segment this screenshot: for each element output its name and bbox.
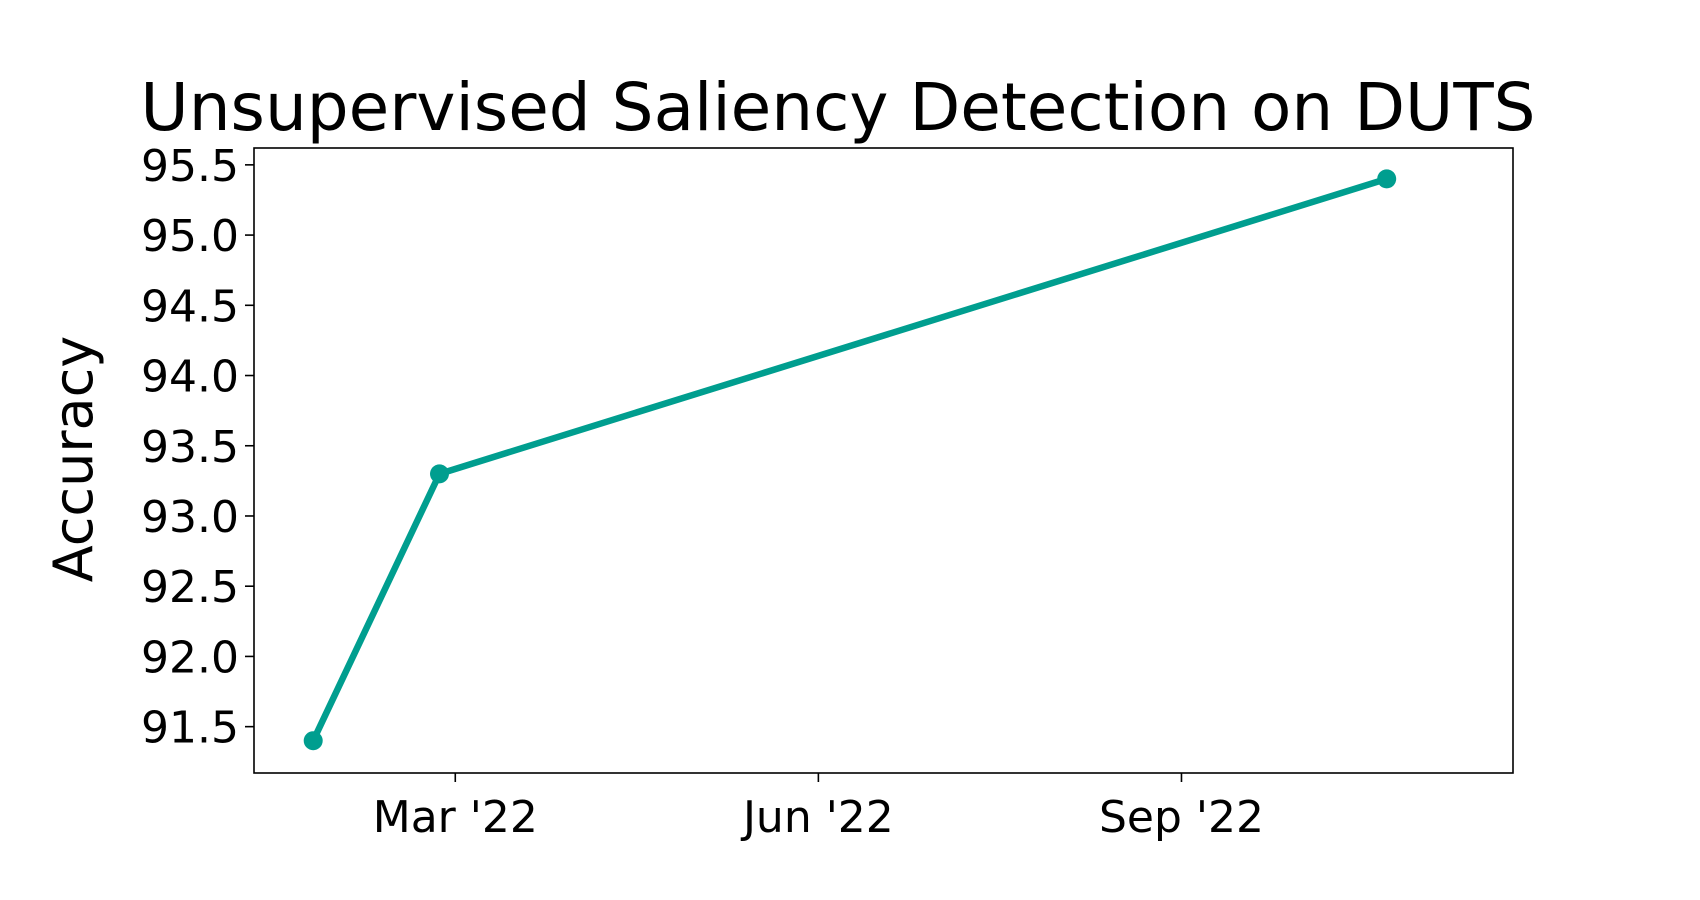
data-point [303,731,323,751]
y-axis-label: Accuracy [42,336,105,583]
y-tick-label: 93.5 [141,422,239,473]
x-tick-label: Jun '22 [740,792,894,843]
y-tick-label: 94.5 [141,281,239,332]
y-tick-label: 95.5 [141,141,239,192]
y-axis: 91.5 92.0 92.5 93.0 93.5 94.0 94.5 95.0 95.5 [141,141,254,754]
data-point [1377,169,1397,189]
y-tick-label: 92.0 [141,632,239,683]
x-tick-label: Sep '22 [1099,792,1264,843]
plot-frame [253,147,1514,774]
y-tick-label: 93.0 [141,492,239,543]
series-group [303,169,1397,751]
chart-title: Unsupervised Saliency Detection on DUTS [140,69,1535,146]
y-tick-label: 95.0 [141,211,239,262]
data-point [429,464,449,484]
series-line [309,175,1390,744]
y-tick-label: 91.5 [141,703,239,754]
y-tick-label: 92.5 [141,562,239,613]
x-axis: Mar '22 Jun '22 Sep '22 [373,773,1264,843]
x-tick-label: Mar '22 [373,792,538,843]
y-tick-label: 94.0 [141,352,239,403]
